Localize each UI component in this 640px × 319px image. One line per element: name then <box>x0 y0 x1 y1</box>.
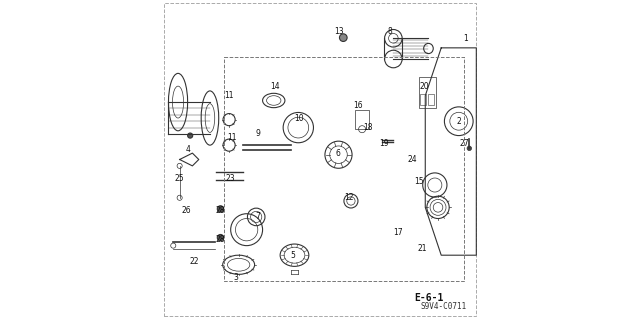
Circle shape <box>467 146 472 151</box>
Circle shape <box>188 133 193 138</box>
Text: 11: 11 <box>228 133 237 142</box>
Text: 28: 28 <box>216 235 225 244</box>
Text: 19: 19 <box>379 139 388 148</box>
Text: 9: 9 <box>255 130 260 138</box>
Text: 26: 26 <box>181 206 191 215</box>
Circle shape <box>218 234 223 241</box>
Text: 2: 2 <box>456 117 461 126</box>
Text: 10: 10 <box>294 114 304 122</box>
Bar <box>420 94 426 105</box>
Bar <box>419 77 436 108</box>
Text: 11: 11 <box>225 91 234 100</box>
Text: 3: 3 <box>233 273 238 282</box>
Text: 21: 21 <box>417 244 427 253</box>
Bar <box>355 110 369 129</box>
Text: 27: 27 <box>460 139 469 148</box>
Text: S9V4-C0711: S9V4-C0711 <box>420 302 467 311</box>
Text: E-6-1: E-6-1 <box>414 293 443 303</box>
Text: 4: 4 <box>185 145 190 154</box>
Circle shape <box>218 206 223 212</box>
Text: 15: 15 <box>414 177 424 186</box>
Text: 20: 20 <box>420 82 429 91</box>
Text: 14: 14 <box>271 82 280 91</box>
Text: 13: 13 <box>334 27 344 36</box>
Circle shape <box>339 34 347 41</box>
Text: 24: 24 <box>408 155 417 164</box>
Text: 18: 18 <box>363 123 372 132</box>
Text: 28: 28 <box>216 206 225 215</box>
Text: 5: 5 <box>291 251 295 260</box>
Text: 7: 7 <box>255 212 260 221</box>
Text: 25: 25 <box>174 174 184 183</box>
Text: 8: 8 <box>388 27 392 36</box>
Text: 23: 23 <box>226 174 236 183</box>
Text: 6: 6 <box>335 149 340 158</box>
Text: 16: 16 <box>353 101 363 110</box>
Text: 22: 22 <box>189 257 199 266</box>
Text: 12: 12 <box>344 193 353 202</box>
Bar <box>428 94 433 105</box>
Text: 1: 1 <box>463 34 467 43</box>
Text: 17: 17 <box>394 228 403 237</box>
